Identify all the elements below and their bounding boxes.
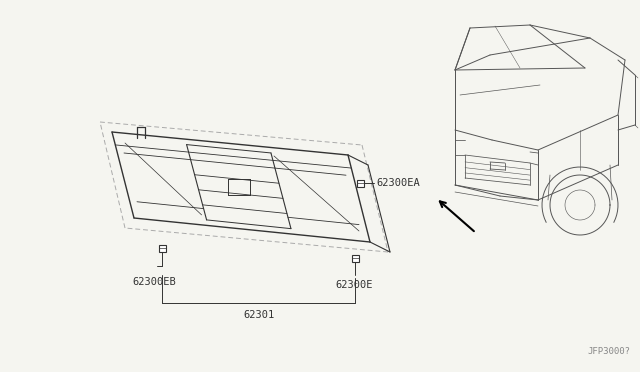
Text: 62300EA: 62300EA	[376, 178, 420, 188]
Text: JFP3000?: JFP3000?	[587, 347, 630, 356]
Text: 62300E: 62300E	[335, 280, 372, 290]
Bar	[356, 180, 364, 186]
Bar	[159, 244, 166, 251]
Text: 62300EB: 62300EB	[132, 277, 176, 287]
Text: 62301: 62301	[243, 310, 274, 320]
Bar	[351, 254, 358, 262]
